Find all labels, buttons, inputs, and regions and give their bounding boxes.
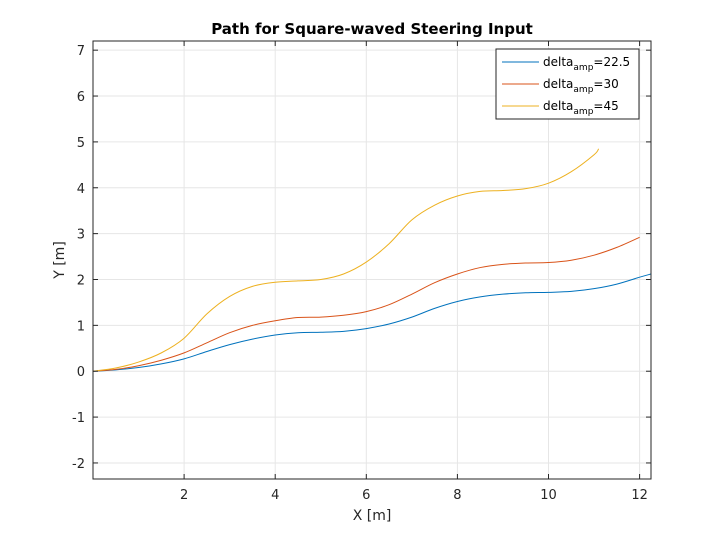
legend-label-subscript: amp (573, 107, 593, 117)
legend-label-value: =30 (593, 77, 618, 91)
legend-label-value: =22.5 (593, 55, 630, 69)
y-tick-label: -1 (72, 411, 85, 426)
legend-label-subscript: amp (573, 85, 593, 95)
series-group (92, 148, 652, 372)
y-tick-label: 7 (77, 44, 85, 59)
chart-title: Path for Square-waved Steering Input (211, 20, 533, 38)
legend-label-1: deltaamp=30 (543, 77, 619, 95)
y-axis-label: Y [m] (52, 241, 68, 280)
grid-lines (93, 41, 651, 479)
y-tick-label: 1 (77, 319, 85, 334)
y-tick-label: 0 (77, 365, 85, 380)
y-tick-label: 4 (77, 182, 85, 197)
legend-label-2: deltaamp=45 (543, 99, 619, 117)
y-tick-label: 3 (77, 228, 85, 243)
x-axis-label: X [m] (353, 508, 392, 524)
series-line-1 (92, 236, 640, 372)
y-tick-label: 6 (77, 90, 85, 105)
series-line-2 (92, 148, 600, 372)
x-tick-label: 2 (180, 488, 188, 503)
x-tick-label: 4 (271, 488, 279, 503)
x-tick-label: 6 (362, 488, 370, 503)
legend-label-0: deltaamp=22.5 (543, 55, 630, 73)
y-tick-label: 5 (77, 136, 85, 151)
legend-label-subscript: amp (573, 63, 593, 73)
legend-label-main: delta (543, 55, 573, 69)
x-tick-label: 8 (453, 488, 461, 503)
y-tick-label: -2 (72, 457, 85, 472)
y-tick-label: 2 (77, 273, 85, 288)
axes-box (92, 40, 652, 480)
legend-label-main: delta (543, 99, 573, 113)
legend-label-value: =45 (593, 99, 618, 113)
legend-label-main: delta (543, 77, 573, 91)
series-line-0 (92, 273, 652, 372)
x-tick-label: 12 (631, 488, 648, 503)
x-tick-label: 10 (540, 488, 557, 503)
